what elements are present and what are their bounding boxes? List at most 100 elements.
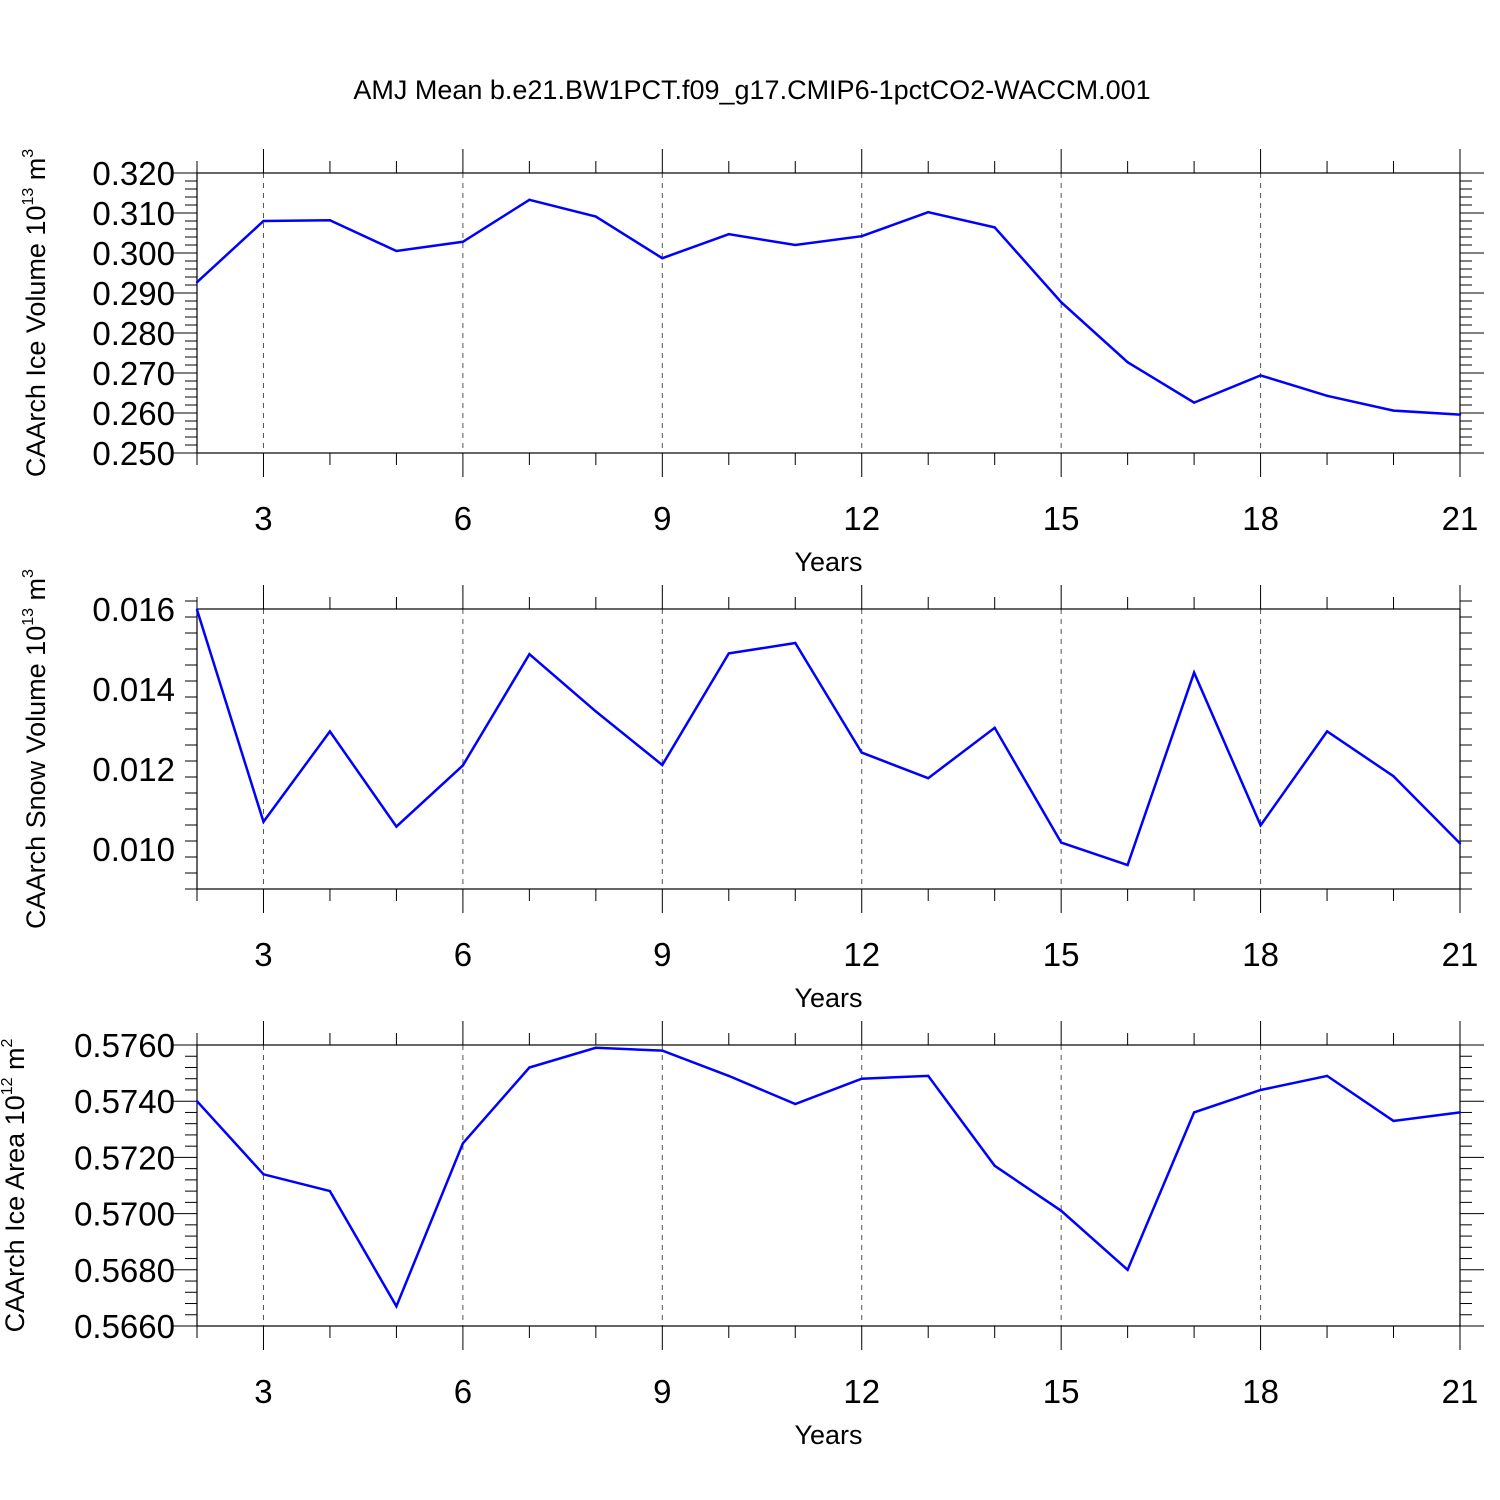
y-axis-label: CAArch Ice Area 1012 m2 [0, 1038, 30, 1332]
data-point [794, 243, 797, 247]
data-point [195, 1100, 199, 1103]
series-line [196, 198, 1461, 416]
data-point [1259, 374, 1262, 377]
data-point [1392, 1119, 1395, 1123]
data-point [594, 215, 598, 218]
x-tick-label: 18 [1242, 936, 1279, 973]
x-tick-label: 12 [843, 936, 880, 973]
data-point [727, 652, 730, 655]
data-point [1192, 1111, 1196, 1114]
y-axis-label: CAArch Ice Volume 1013 m3 [20, 149, 51, 477]
data-point [262, 820, 265, 823]
y-axis-label-unit: m [0, 1047, 30, 1077]
y-tick-label: 0.310 [92, 195, 175, 232]
data-point [461, 240, 465, 243]
plot-frame [196, 172, 1461, 454]
y-tick-label: 0.5760 [74, 1027, 175, 1064]
x-tick-label: 21 [1442, 936, 1479, 973]
series-line [195, 609, 1461, 867]
y-tick-label: 0.5680 [74, 1252, 175, 1289]
data-point [927, 777, 930, 780]
data-point [594, 710, 598, 713]
data-point [195, 608, 199, 611]
y-axis-label: CAArch Snow Volume 1013 m3 [20, 569, 51, 929]
data-point [1458, 1111, 1462, 1114]
data-point [594, 1046, 598, 1050]
data-point [262, 1173, 265, 1176]
y-axis-label-unit-exponent: 3 [20, 569, 37, 578]
figure-title: AMJ Mean b.e21.BW1PCT.f09_g17.CMIP6-1pct… [353, 75, 1150, 105]
data-point [1059, 1209, 1063, 1212]
x-tick-label: 12 [843, 1373, 880, 1410]
plot-frame [196, 1044, 1461, 1327]
x-tick-label: 18 [1242, 1373, 1279, 1410]
series-line [196, 1046, 1461, 1310]
y-tick-label: 0.014 [92, 671, 175, 708]
x-tick-label: 15 [1043, 936, 1080, 973]
y-tick-label: 0.5660 [74, 1308, 175, 1345]
y-axis-label-exponent: 13 [20, 608, 37, 626]
y-tick-label: 0.280 [92, 315, 175, 352]
y-tick-label: 0.010 [92, 831, 175, 868]
data-point [1458, 413, 1462, 416]
data-point [727, 1074, 730, 1078]
y-tick-label: 0.5720 [74, 1139, 175, 1176]
chart-panel-1: 0.2500.2600.2700.2800.2900.3000.3100.320… [20, 149, 1484, 577]
x-tick-label: 21 [1442, 500, 1479, 537]
y-axis-label-exponent: 13 [20, 188, 37, 206]
y-tick-label: 0.016 [92, 591, 175, 628]
data-point [661, 1049, 664, 1052]
data-point [1126, 863, 1129, 867]
data-point [1059, 841, 1063, 844]
x-tick-label: 3 [254, 1373, 272, 1410]
data-point [1259, 824, 1262, 827]
y-axis-label-unit: m [21, 158, 51, 188]
y-axis-label-text: CAArch Ice Volume 10 [21, 206, 51, 478]
data-point [528, 653, 531, 656]
data-point [993, 226, 996, 229]
y-tick-label: 0.290 [92, 275, 175, 312]
plot-frame [196, 608, 1461, 890]
data-point [661, 763, 664, 767]
y-axis-label-unit-exponent: 3 [20, 149, 37, 158]
y-tick-label: 0.320 [92, 155, 175, 192]
data-point [1126, 361, 1129, 364]
data-point [528, 1066, 531, 1069]
data-point [794, 641, 797, 645]
data-point [993, 726, 996, 729]
data-point [1392, 409, 1395, 412]
x-tick-label: 15 [1043, 1373, 1080, 1410]
x-tick-label: 9 [653, 500, 671, 537]
y-axis-label-text: CAArch Snow Volume 10 [21, 626, 51, 929]
data-point [461, 1142, 465, 1145]
x-tick-label: 6 [454, 500, 472, 537]
data-point [860, 751, 863, 754]
data-point [395, 1305, 398, 1308]
data-point [1325, 394, 1329, 397]
data-point [328, 1189, 332, 1193]
data-point [1259, 1088, 1262, 1092]
data-point [661, 257, 664, 260]
x-tick-label: 6 [454, 936, 472, 973]
x-tick-label: 3 [254, 500, 272, 537]
y-tick-label: 0.5700 [74, 1196, 175, 1233]
x-tick-label: 15 [1043, 500, 1080, 537]
data-point [927, 1074, 930, 1078]
x-tick-label: 9 [653, 936, 671, 973]
data-point [1325, 1074, 1329, 1078]
data-point [1192, 671, 1196, 674]
x-tick-label: 6 [454, 1373, 472, 1410]
y-axis-label-unit: m [21, 578, 51, 608]
data-point [395, 825, 398, 828]
y-tick-label: 0.250 [92, 435, 175, 472]
data-point [927, 211, 930, 214]
chart-panel-3: 0.5660 0.5680 0.5700 0.5720 0.5740 0.5760 3 6 9 1… [0, 1021, 1484, 1450]
data-point [794, 1102, 797, 1106]
x-tick-label: 12 [843, 500, 880, 537]
x-tick-label: 9 [653, 1373, 671, 1410]
data-point [993, 1164, 996, 1168]
y-axis-label-text: CAArch Ice Area 10 [0, 1095, 30, 1332]
data-point [328, 730, 332, 733]
data-point [1059, 301, 1063, 304]
